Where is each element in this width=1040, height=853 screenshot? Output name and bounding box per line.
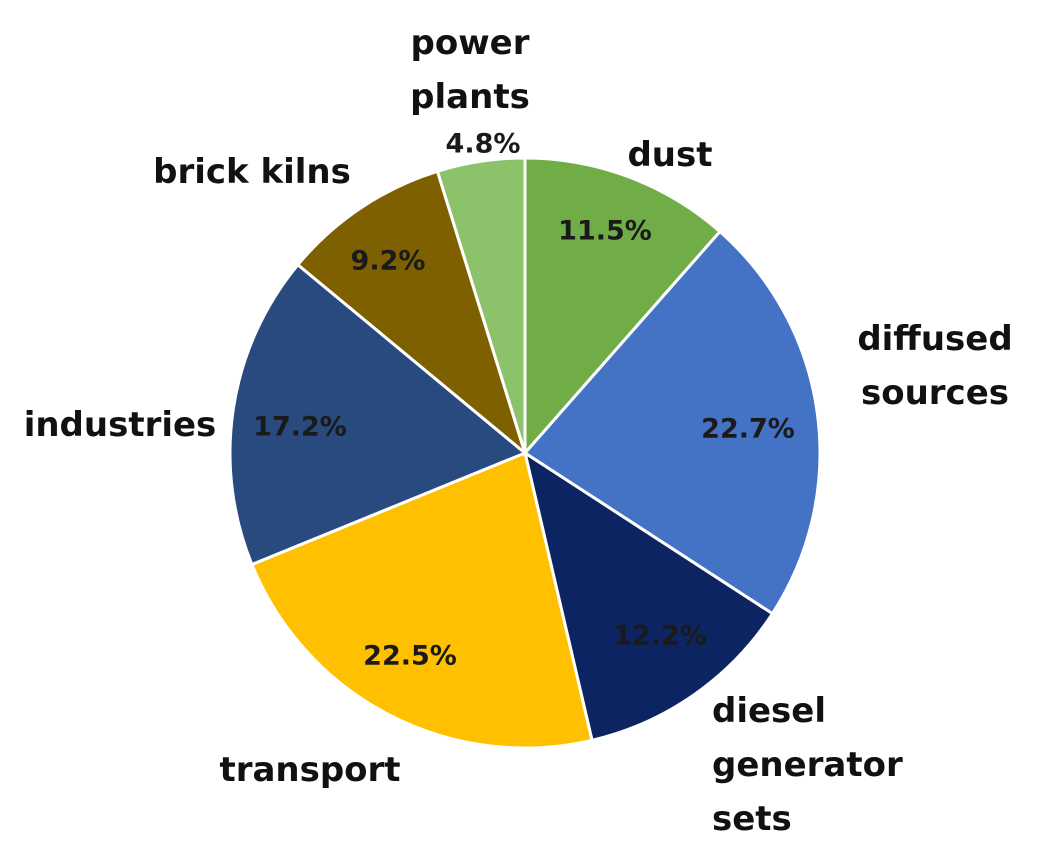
value-label: 17.2% (253, 412, 347, 443)
category-label: transport (219, 750, 401, 790)
value-label: 22.7% (701, 414, 795, 445)
category-label: power plants (410, 23, 530, 117)
pie-slice (522, 229, 822, 616)
value-label: 11.5% (558, 216, 652, 247)
category-label: brick kilns (153, 152, 351, 192)
value-label: 4.8% (446, 129, 521, 160)
category-label: dust (627, 135, 713, 175)
pie-slice (523, 156, 723, 457)
category-label: diffused sources (857, 319, 1013, 413)
category-label: industries (23, 405, 217, 445)
pie-slice (228, 262, 528, 567)
value-label: 9.2% (351, 246, 426, 277)
pie-slice (249, 450, 594, 750)
value-label: 22.5% (363, 641, 457, 672)
pie-slice (435, 156, 527, 454)
pie-slice (295, 169, 528, 458)
value-label: 12.2% (613, 621, 707, 652)
pie-slice (522, 449, 775, 743)
category-label: diesel generator sets (712, 691, 903, 839)
